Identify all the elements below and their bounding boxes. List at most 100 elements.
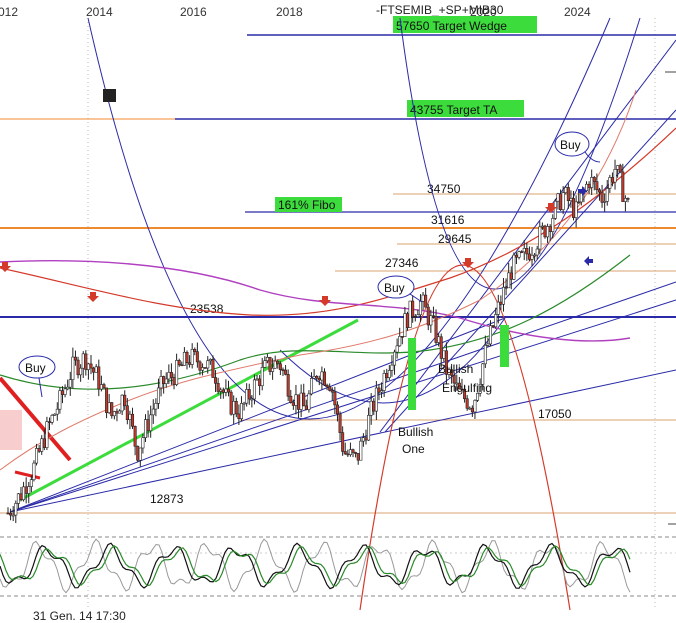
candle-body: [605, 188, 609, 202]
down-arrow-icon: [319, 296, 331, 306]
candle-body: [79, 367, 83, 376]
candle-body: [603, 201, 607, 203]
bullish-engulfing-label-1: Bullish: [438, 362, 473, 376]
candle-body: [273, 360, 277, 369]
candle-body: [525, 248, 529, 255]
candle-body: [185, 352, 189, 364]
candle-body: [302, 392, 306, 407]
candle-body: [237, 413, 241, 419]
candle-body: [76, 359, 80, 376]
candle-body: [517, 251, 521, 258]
candle-body: [169, 372, 173, 378]
x-tick-label: 2014: [86, 5, 113, 19]
candle-body: [574, 201, 578, 218]
chart-title: -FTSEMIB_+SP+MIB30: [376, 3, 504, 17]
candle-body: [60, 390, 64, 395]
candle-body: [19, 493, 23, 501]
candle-body: [592, 177, 596, 182]
candle-body: [597, 189, 601, 193]
candle-body: [501, 286, 505, 305]
candle-body: [418, 300, 422, 316]
buy-bubbles: Buy Buy Buy: [18, 131, 601, 398]
oscillator-d-line: [0, 545, 631, 587]
candlestick-series: [6, 159, 630, 524]
down-arrow-icon: [0, 262, 11, 272]
candle-body: [255, 378, 259, 381]
candle-body: [426, 306, 430, 326]
ma-purple: [0, 260, 631, 342]
candle-body: [346, 453, 350, 456]
candle-body: [476, 392, 480, 401]
level-31616-label: 31616: [431, 213, 465, 227]
candle-body: [387, 370, 391, 378]
right-arrow-icon: [578, 186, 587, 196]
candle-body: [154, 403, 158, 410]
candle-body: [50, 415, 54, 423]
candle-body: [120, 394, 124, 412]
candle-body: [107, 402, 111, 414]
target-wedge-box: [393, 16, 537, 33]
x-tick-label: 2020: [470, 5, 497, 19]
candle-body: [486, 343, 490, 346]
candle-body: [499, 301, 503, 305]
candle-body: [494, 314, 498, 328]
candle-body: [29, 479, 33, 487]
blue-lower-arc: [279, 317, 506, 404]
candle-body: [470, 407, 474, 413]
candle-body: [55, 408, 59, 415]
candle-body: [527, 253, 531, 260]
candle-body: [53, 413, 57, 416]
candle-body: [48, 421, 52, 423]
candle-body: [579, 193, 583, 203]
candle-body: [566, 187, 570, 202]
candle-body: [608, 177, 612, 189]
target-wedge-label: 57650 Target Wedge: [396, 19, 507, 33]
level-labels: 57650 Target Wedge 43755 Target TA 34750…: [150, 16, 572, 506]
candle-body: [400, 336, 404, 338]
candle-body: [265, 357, 269, 361]
candle-body: [328, 386, 332, 391]
candle-body: [367, 415, 371, 441]
candle-body: [577, 201, 581, 204]
candle-body: [483, 344, 487, 365]
buy-label: Buy: [560, 138, 581, 152]
candle-body: [172, 377, 176, 385]
candle-body: [294, 394, 298, 406]
candle-body: [359, 440, 363, 461]
x-tick-label: 2024: [564, 5, 591, 19]
candle-body: [509, 272, 513, 280]
candle-body: [131, 413, 135, 427]
oscillator-k-line: [0, 542, 631, 590]
candle-body: [533, 254, 537, 257]
candle-body: [369, 400, 373, 416]
candle-body: [457, 382, 461, 390]
candle-body: [234, 401, 238, 415]
candle-body: [37, 448, 41, 452]
candle-body: [105, 387, 109, 414]
x-tick-label: 2016: [180, 5, 207, 19]
candle-body: [206, 360, 210, 369]
candle-body: [361, 437, 365, 442]
candle-body: [551, 218, 555, 232]
fibo-161-box: [275, 197, 342, 212]
candle-body: [252, 379, 256, 400]
candle-body: [489, 325, 493, 345]
candle-body: [123, 394, 127, 407]
candle-body: [548, 226, 552, 232]
candle-body: [507, 272, 511, 289]
candle-body: [408, 300, 412, 328]
status-timestamp: 31 Gen. 14 17:30: [33, 609, 126, 623]
oscillator-panel: [0, 538, 631, 594]
candle-body: [167, 372, 171, 380]
candle-body: [600, 191, 604, 203]
candle-body: [330, 390, 334, 393]
red-downtrend-line: [0, 376, 72, 462]
candle-body: [71, 356, 75, 380]
candle-body: [538, 226, 542, 250]
bullish-engulfing-highlight: [500, 325, 509, 367]
candle-body: [569, 198, 573, 202]
candle-body: [125, 405, 129, 421]
square-marker-icon: [103, 89, 116, 102]
candle-body: [556, 193, 560, 202]
